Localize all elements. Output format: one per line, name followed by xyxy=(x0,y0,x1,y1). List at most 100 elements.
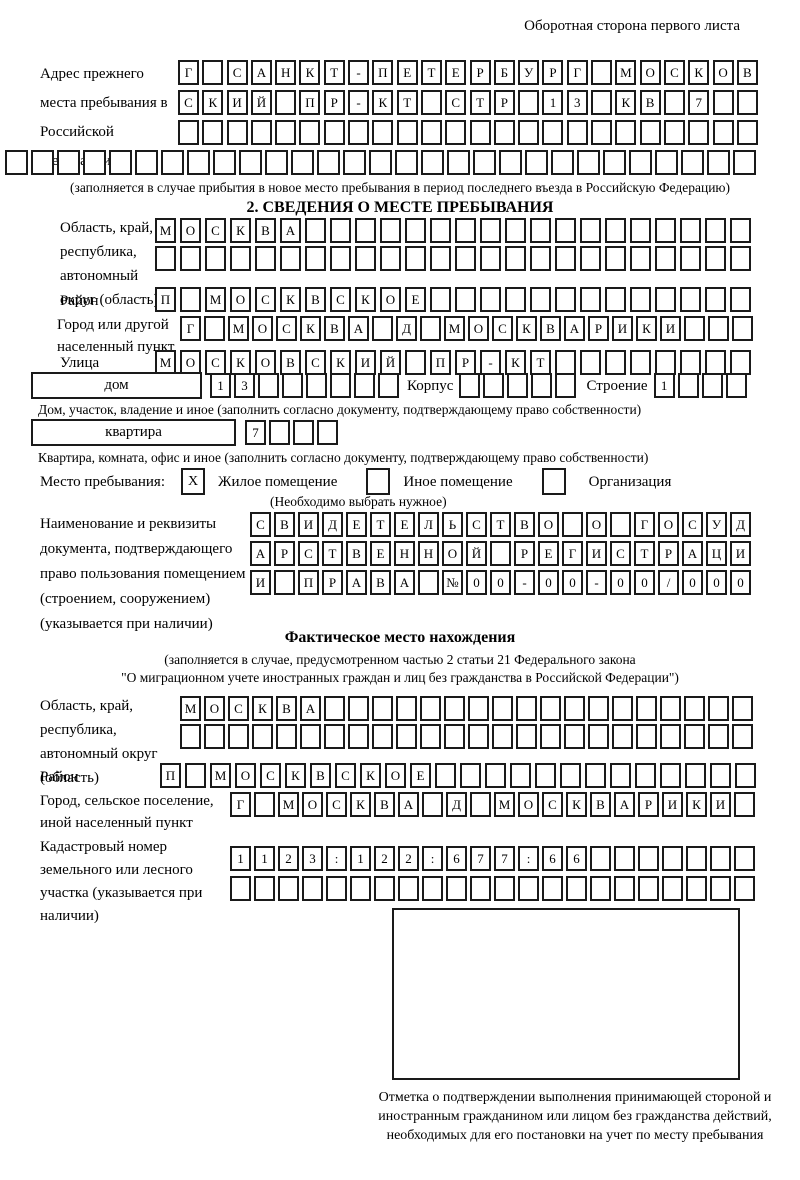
char-box[interactable]: К xyxy=(686,792,707,817)
char-box[interactable] xyxy=(732,724,753,749)
char-box[interactable] xyxy=(610,763,631,788)
char-box[interactable] xyxy=(202,120,224,145)
char-box[interactable] xyxy=(430,287,451,312)
char-box[interactable]: У xyxy=(706,512,727,537)
char-box[interactable]: С xyxy=(466,512,487,537)
char-box[interactable]: И xyxy=(612,316,633,341)
char-box[interactable] xyxy=(705,287,726,312)
char-box[interactable] xyxy=(421,150,444,175)
char-box[interactable]: Т xyxy=(490,512,511,537)
char-box[interactable] xyxy=(562,512,583,537)
char-box[interactable] xyxy=(630,218,651,243)
char-box[interactable]: С xyxy=(255,287,276,312)
char-box[interactable] xyxy=(555,218,576,243)
char-box[interactable]: Ц xyxy=(706,541,727,566)
char-box[interactable] xyxy=(639,120,661,145)
char-box[interactable]: Р xyxy=(542,60,564,85)
char-box[interactable]: 0 xyxy=(538,570,559,595)
char-box[interactable] xyxy=(348,724,369,749)
char-box[interactable] xyxy=(446,876,467,901)
char-box[interactable]: Т xyxy=(322,541,343,566)
char-box[interactable]: А xyxy=(394,570,415,595)
char-box[interactable]: Е xyxy=(538,541,559,566)
char-box[interactable]: Д xyxy=(396,316,417,341)
char-box[interactable]: М xyxy=(155,218,176,243)
char-box[interactable] xyxy=(680,246,701,271)
char-box[interactable]: Д xyxy=(322,512,343,537)
char-box[interactable] xyxy=(372,724,393,749)
char-box[interactable]: 3 xyxy=(302,846,323,871)
char-box[interactable]: О xyxy=(380,287,401,312)
char-box[interactable] xyxy=(455,287,476,312)
char-box[interactable] xyxy=(680,218,701,243)
char-box[interactable] xyxy=(730,218,751,243)
char-box[interactable]: П xyxy=(430,350,451,375)
char-box[interactable]: Т xyxy=(530,350,551,375)
char-box[interactable]: О xyxy=(712,60,734,85)
char-box[interactable] xyxy=(684,724,705,749)
char-box[interactable]: Г xyxy=(230,792,251,817)
char-box[interactable] xyxy=(660,724,681,749)
char-box[interactable]: 3 xyxy=(566,90,588,115)
char-box[interactable] xyxy=(180,246,201,271)
char-box[interactable]: Р xyxy=(323,90,345,115)
char-box[interactable]: И xyxy=(730,541,751,566)
char-box[interactable]: К xyxy=(230,350,251,375)
char-box[interactable] xyxy=(293,420,314,445)
char-box[interactable]: Р xyxy=(588,316,609,341)
char-box[interactable] xyxy=(483,373,505,398)
char-box[interactable] xyxy=(535,763,556,788)
char-box[interactable] xyxy=(635,763,656,788)
char-box[interactable]: А xyxy=(280,218,301,243)
char-box[interactable] xyxy=(560,763,581,788)
char-box[interactable]: О xyxy=(204,696,225,721)
char-box[interactable]: Т xyxy=(370,512,391,537)
char-box[interactable]: В xyxy=(255,218,276,243)
char-box[interactable] xyxy=(305,218,326,243)
char-box[interactable] xyxy=(230,876,251,901)
char-box[interactable]: Е xyxy=(405,287,426,312)
char-box[interactable] xyxy=(405,246,426,271)
char-box[interactable] xyxy=(418,570,439,595)
char-box[interactable]: И xyxy=(226,90,248,115)
char-box[interactable]: Й xyxy=(466,541,487,566)
char-box[interactable] xyxy=(470,792,491,817)
char-box[interactable]: С xyxy=(205,218,226,243)
char-box[interactable]: 7 xyxy=(688,90,710,115)
char-box[interactable]: - xyxy=(348,90,370,115)
char-box[interactable]: М xyxy=(155,350,176,375)
char-box[interactable] xyxy=(590,846,611,871)
char-box[interactable] xyxy=(420,696,441,721)
char-box[interactable] xyxy=(350,876,371,901)
char-box[interactable]: Г xyxy=(178,60,199,85)
char-box[interactable]: О xyxy=(230,287,251,312)
char-box[interactable] xyxy=(380,218,401,243)
char-box[interactable]: А xyxy=(564,316,585,341)
char-box[interactable] xyxy=(83,150,106,175)
char-box[interactable] xyxy=(330,373,351,398)
char-box[interactable]: - xyxy=(586,570,607,595)
char-box[interactable] xyxy=(374,876,395,901)
char-box[interactable] xyxy=(516,696,537,721)
char-box[interactable]: П xyxy=(298,570,319,595)
char-box[interactable] xyxy=(684,696,705,721)
char-box[interactable] xyxy=(734,876,755,901)
char-box[interactable] xyxy=(444,724,465,749)
char-box[interactable] xyxy=(109,150,132,175)
char-box[interactable]: У xyxy=(518,60,540,85)
char-box[interactable]: О xyxy=(586,512,607,537)
char-box[interactable]: Д xyxy=(446,792,467,817)
char-box[interactable]: И xyxy=(586,541,607,566)
char-box[interactable] xyxy=(505,218,526,243)
char-box[interactable]: С xyxy=(276,316,297,341)
char-box[interactable] xyxy=(396,120,418,145)
char-box[interactable]: Г xyxy=(180,316,201,341)
char-box[interactable]: К xyxy=(566,792,587,817)
char-box[interactable]: 0 xyxy=(682,570,703,595)
char-box[interactable] xyxy=(636,696,657,721)
char-box[interactable] xyxy=(525,150,548,175)
char-box[interactable]: С xyxy=(178,90,199,115)
char-box[interactable] xyxy=(254,792,275,817)
char-box[interactable] xyxy=(531,373,553,398)
char-box[interactable] xyxy=(280,246,301,271)
